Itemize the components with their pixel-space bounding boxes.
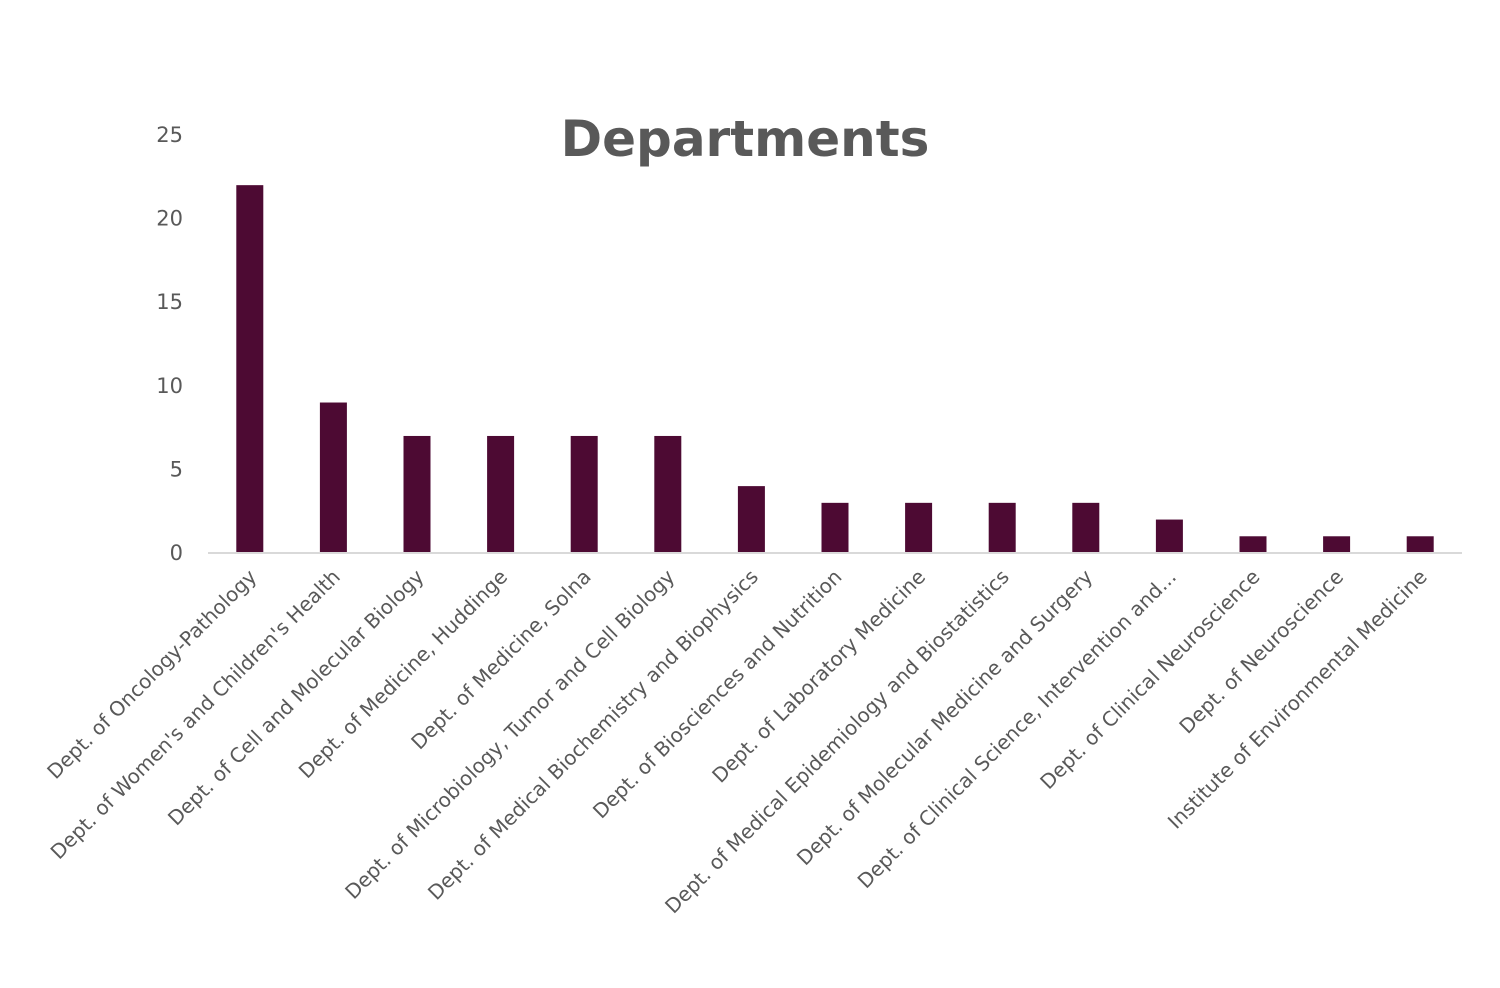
bar xyxy=(988,502,1016,553)
y-axis-ticks: 0 5 10 15 20 25 xyxy=(156,123,183,565)
x-tick-label: Dept. of Women's and Children's Health xyxy=(46,565,345,864)
bars xyxy=(236,185,1434,553)
bar xyxy=(654,435,682,553)
bar xyxy=(487,435,515,553)
bar xyxy=(737,486,765,553)
y-tick-label: 10 xyxy=(156,374,183,398)
bar xyxy=(821,502,849,553)
chart-title: Departments xyxy=(561,110,930,168)
bar xyxy=(1072,502,1100,553)
x-tick-label: Dept. of Clinical Science, Intervention … xyxy=(853,565,1181,893)
y-tick-label: 25 xyxy=(156,123,183,147)
bar xyxy=(403,435,431,553)
bar xyxy=(1406,536,1434,553)
x-tick-label: Dept. of Neuroscience xyxy=(1174,565,1348,739)
x-tick-label: Dept. of Molecular Medicine and Surgery xyxy=(792,564,1098,870)
bar xyxy=(1323,536,1351,553)
bar xyxy=(236,185,264,553)
bar xyxy=(1239,536,1267,553)
y-tick-label: 0 xyxy=(170,541,183,565)
bar xyxy=(570,435,598,553)
bar xyxy=(319,402,347,553)
bar xyxy=(1155,519,1183,553)
y-tick-label: 20 xyxy=(156,207,183,231)
y-tick-label: 15 xyxy=(156,290,183,314)
bar xyxy=(905,502,933,553)
y-tick-label: 5 xyxy=(170,457,183,481)
